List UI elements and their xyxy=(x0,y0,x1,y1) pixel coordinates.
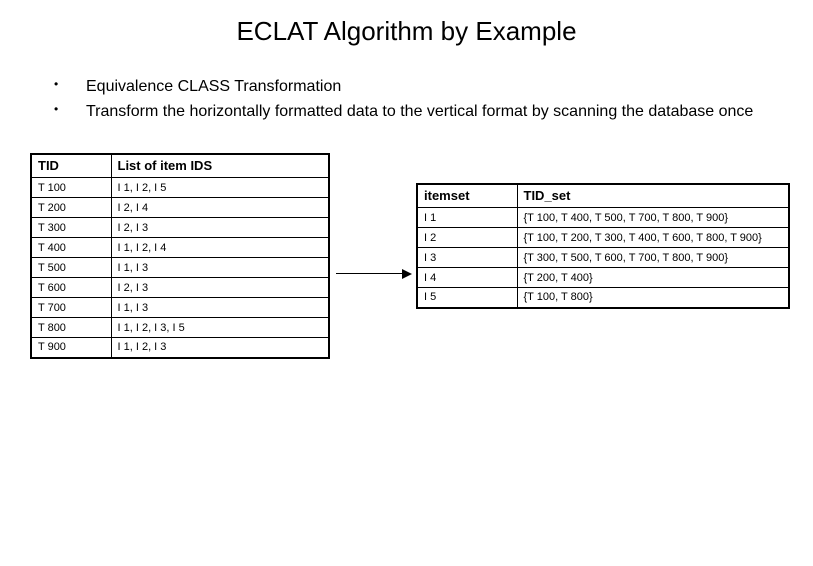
table-row: I 3{T 300, T 500, T 600, T 700, T 800, T… xyxy=(417,248,789,268)
bullet-item: Transform the horizontally formatted dat… xyxy=(40,102,773,123)
table-row: I 5{T 100, T 800} xyxy=(417,288,789,308)
table-row: I 4{T 200, T 400} xyxy=(417,268,789,288)
cell-tidset: {T 100, T 800} xyxy=(517,288,789,308)
cell-tid: T 200 xyxy=(31,198,111,218)
right-th-tidset: TID_set xyxy=(517,184,789,208)
cell-itemset: I 3 xyxy=(417,248,517,268)
cell-items: I 1, I 3 xyxy=(111,258,329,278)
cell-tid: T 100 xyxy=(31,178,111,198)
table-row: T 200I 2, I 4 xyxy=(31,198,329,218)
table-row: T 500I 1, I 3 xyxy=(31,258,329,278)
cell-itemset: I 5 xyxy=(417,288,517,308)
cell-tid: T 600 xyxy=(31,278,111,298)
vertical-table: itemset TID_set I 1{T 100, T 400, T 500,… xyxy=(416,183,790,309)
table-row: T 300I 2, I 3 xyxy=(31,218,329,238)
cell-tid: T 700 xyxy=(31,298,111,318)
table-row: T 700I 1, I 3 xyxy=(31,298,329,318)
cell-items: I 2, I 3 xyxy=(111,218,329,238)
arrow-icon xyxy=(336,269,412,279)
cell-tidset: {T 300, T 500, T 600, T 700, T 800, T 90… xyxy=(517,248,789,268)
cell-items: I 1, I 2, I 3 xyxy=(111,338,329,358)
cell-itemset: I 1 xyxy=(417,208,517,228)
cell-items: I 1, I 2, I 3, I 5 xyxy=(111,318,329,338)
horizontal-table: TID List of item IDS T 100I 1, I 2, I 5 … xyxy=(30,153,330,359)
cell-tid: T 300 xyxy=(31,218,111,238)
cell-items: I 1, I 2, I 4 xyxy=(111,238,329,258)
cell-items: I 2, I 4 xyxy=(111,198,329,218)
cell-items: I 1, I 3 xyxy=(111,298,329,318)
cell-items: I 2, I 3 xyxy=(111,278,329,298)
cell-tidset: {T 100, T 200, T 300, T 400, T 600, T 80… xyxy=(517,228,789,248)
table-row: T 400I 1, I 2, I 4 xyxy=(31,238,329,258)
table-row: T 100I 1, I 2, I 5 xyxy=(31,178,329,198)
right-th-itemset: itemset xyxy=(417,184,517,208)
left-th-items: List of item IDS xyxy=(111,154,329,178)
cell-itemset: I 4 xyxy=(417,268,517,288)
cell-tidset: {T 100, T 400, T 500, T 700, T 800, T 90… xyxy=(517,208,789,228)
cell-tid: T 500 xyxy=(31,258,111,278)
cell-tidset: {T 200, T 400} xyxy=(517,268,789,288)
cell-tid: T 900 xyxy=(31,338,111,358)
page-title: ECLAT Algorithm by Example xyxy=(0,0,813,57)
bullet-item: Equivalence CLASS Transformation xyxy=(40,77,773,98)
table-row: T 900I 1, I 2, I 3 xyxy=(31,338,329,358)
table-row: T 800I 1, I 2, I 3, I 5 xyxy=(31,318,329,338)
table-row: T 600I 2, I 3 xyxy=(31,278,329,298)
bullet-list: Equivalence CLASS Transformation Transfo… xyxy=(40,77,773,123)
cell-tid: T 400 xyxy=(31,238,111,258)
table-row: I 2{T 100, T 200, T 300, T 400, T 600, T… xyxy=(417,228,789,248)
left-th-tid: TID xyxy=(31,154,111,178)
cell-tid: T 800 xyxy=(31,318,111,338)
cell-itemset: I 2 xyxy=(417,228,517,248)
cell-items: I 1, I 2, I 5 xyxy=(111,178,329,198)
table-row: I 1{T 100, T 400, T 500, T 700, T 800, T… xyxy=(417,208,789,228)
